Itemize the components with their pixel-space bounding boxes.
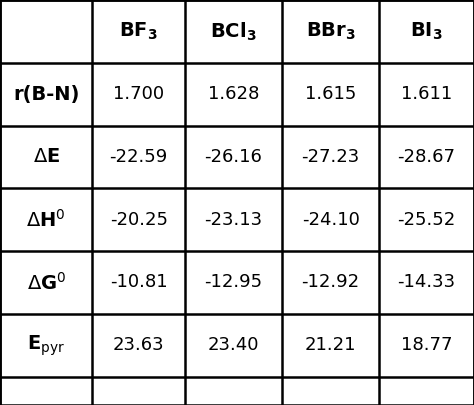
Text: -23.13: -23.13: [204, 211, 263, 229]
Text: -12.95: -12.95: [204, 273, 263, 292]
Text: -22.59: -22.59: [109, 148, 168, 166]
Text: -14.33: -14.33: [398, 273, 456, 292]
Text: -10.81: -10.81: [110, 273, 167, 292]
Text: -25.52: -25.52: [398, 211, 456, 229]
Text: 1.611: 1.611: [401, 85, 452, 103]
Text: -12.92: -12.92: [301, 273, 360, 292]
Text: -27.23: -27.23: [301, 148, 360, 166]
Text: -28.67: -28.67: [398, 148, 456, 166]
Text: E$_{\rm pyr}$: E$_{\rm pyr}$: [27, 333, 65, 358]
Text: -26.16: -26.16: [204, 148, 263, 166]
Text: $\Delta$H$^0$: $\Delta$H$^0$: [27, 209, 66, 231]
Text: 23.63: 23.63: [113, 336, 164, 354]
Text: -24.10: -24.10: [301, 211, 360, 229]
Text: 1.700: 1.700: [113, 85, 164, 103]
Text: -20.25: -20.25: [109, 211, 168, 229]
Text: 1.615: 1.615: [305, 85, 356, 103]
Text: $\mathbf{BF_3}$: $\mathbf{BF_3}$: [119, 21, 158, 42]
Text: $\mathbf{BCl_3}$: $\mathbf{BCl_3}$: [210, 20, 257, 43]
Text: $\mathbf{BBr_3}$: $\mathbf{BBr_3}$: [306, 21, 356, 42]
Text: $\Delta$E: $\Delta$E: [33, 147, 60, 166]
Text: 23.40: 23.40: [208, 336, 259, 354]
Text: 21.21: 21.21: [305, 336, 356, 354]
Text: $\Delta$G$^0$: $\Delta$G$^0$: [27, 271, 66, 294]
Text: 18.77: 18.77: [401, 336, 452, 354]
Text: $\mathbf{BI_3}$: $\mathbf{BI_3}$: [410, 21, 443, 42]
Text: 1.628: 1.628: [208, 85, 259, 103]
Text: r(B-N): r(B-N): [13, 85, 80, 104]
